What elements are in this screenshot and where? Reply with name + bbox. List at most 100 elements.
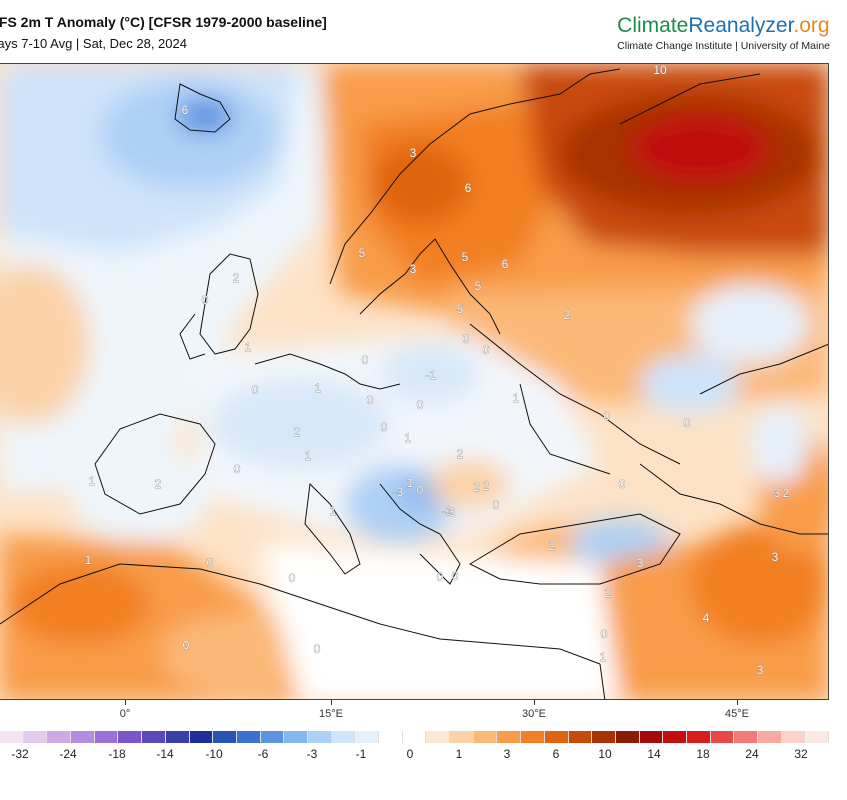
contour-label: 0	[684, 416, 691, 430]
contour-label: -3	[445, 505, 456, 519]
contour-label: 0	[437, 570, 444, 584]
contour-label: 1	[405, 431, 412, 445]
contour-label: 3	[410, 262, 417, 276]
colorbar-cell	[639, 731, 664, 743]
longitude-label: 45°E	[725, 708, 749, 720]
contour-label: 2	[783, 486, 790, 500]
contour-label: 10	[653, 64, 667, 77]
contour-label: 2	[294, 425, 301, 439]
colorbar-cell	[473, 731, 498, 743]
contour-label: 0	[367, 393, 374, 407]
map-subtitle: Days 7-10 Avg | Sat, Dec 28, 2024	[0, 36, 187, 51]
contour-label: 0	[601, 627, 608, 641]
colorbar-label: 6	[552, 747, 560, 761]
contour-label: 1	[513, 391, 520, 405]
contour-label: 0	[314, 642, 321, 656]
colorbar-cell	[331, 731, 356, 743]
colorbar-label: 10	[598, 747, 612, 761]
colorbar-cell	[23, 731, 48, 743]
longitude-tick	[737, 700, 738, 705]
colorbar-cell	[686, 731, 711, 743]
contour-label: 2	[564, 308, 571, 322]
contour-label: 0	[417, 398, 424, 412]
contour-label: -1	[426, 368, 437, 382]
contour-label: 5	[457, 302, 464, 316]
colorbar-cell	[734, 731, 758, 743]
contour-label: 0	[183, 638, 190, 652]
colorbar-cell	[71, 731, 95, 743]
brand-name-part1: Climate	[617, 14, 689, 37]
colorbar-cell	[805, 731, 830, 743]
contour-label: 0	[417, 483, 424, 497]
colorbar-label: 14	[647, 747, 661, 761]
contour-label: 5	[359, 246, 366, 260]
colorbar-cell	[0, 731, 24, 743]
contour-label: 2	[457, 447, 464, 461]
colorbar-cell	[544, 731, 569, 743]
contour-label: 1	[85, 553, 92, 567]
anomaly-field	[0, 64, 828, 699]
brand-logo[interactable]: ClimateReanalyzer.org Climate Change Ins…	[617, 14, 830, 52]
coastlines	[0, 68, 828, 699]
colorbar-label: -3	[306, 747, 318, 761]
brand-name: ClimateReanalyzer.org	[617, 14, 830, 38]
contour-label: 2	[605, 586, 612, 600]
colorbar-cell	[663, 731, 687, 743]
anomaly-map: 6 10 3 6 5 3 5 6 5 5 0 2 0 2 1 0 0 1 -1 0 1 0 0 1 2 1 0 0 2 1 0 2 1 0 -3 2-…	[0, 63, 829, 700]
contour-label: 1	[330, 504, 337, 518]
colorbar-label: 24	[745, 747, 759, 761]
contour-label: 6	[465, 181, 472, 195]
colorbar-label: -14	[156, 747, 174, 761]
colorbar-label: -32	[11, 747, 29, 761]
colorbar-cell	[568, 731, 593, 743]
colorbar-cell	[497, 731, 522, 743]
contour-label: 0	[381, 420, 388, 434]
contour-label: 0	[252, 383, 259, 397]
contour-label: 6	[182, 103, 189, 117]
contour-label: 3	[774, 486, 781, 500]
colorbar-label: 18	[696, 747, 710, 761]
contour-label: 0	[463, 332, 470, 346]
longitude-axis: 0° 15°E 30°E 45°E	[0, 700, 847, 724]
colorbar-cell	[758, 731, 782, 743]
colorbar-label: -1	[355, 747, 367, 761]
contour-label: 0	[619, 477, 626, 491]
colorbar-labels: -32 -24 -18 -14 -10 -6 -3 -1 0 1 3 6 10 14 18 24 32	[0, 747, 847, 767]
contour-label: 5	[462, 250, 469, 264]
brand-name-part2: Reanalyzer	[688, 14, 794, 37]
contour-label: 0	[483, 343, 490, 357]
longitude-tick	[534, 700, 535, 705]
contour-label: 3	[772, 550, 779, 564]
colorbar-label: -24	[59, 747, 77, 761]
contour-label: 1	[407, 476, 414, 490]
colorbar-cell	[94, 731, 119, 743]
contour-label: 3	[757, 663, 764, 677]
contour-label: 6	[502, 257, 509, 271]
contour-label: 0	[604, 409, 611, 423]
contour-label: 5	[475, 279, 482, 293]
longitude-label: 15°E	[319, 708, 343, 720]
colorbar	[0, 731, 830, 743]
contour-label: 0	[362, 353, 369, 367]
brand-subtitle: Climate Change Institute | University of…	[617, 40, 830, 52]
colorbar-cell	[402, 731, 427, 743]
colorbar-label: 0	[406, 747, 414, 761]
contour-label: 0	[289, 571, 296, 585]
contour-label: 2	[474, 480, 481, 494]
colorbar-cell	[189, 731, 214, 743]
colorbar-cell	[450, 731, 474, 743]
contour-label: 1	[600, 650, 607, 664]
colorbar-label: -18	[108, 747, 126, 761]
contour-label: -1	[442, 504, 453, 518]
brand-name-part3: .org	[793, 14, 830, 37]
colorbar-cell	[592, 731, 616, 743]
contour-label: 1	[305, 449, 312, 463]
colorbar-label: 1	[455, 747, 463, 761]
colorbar-label: -10	[205, 747, 223, 761]
colorbar-cell	[710, 731, 735, 743]
colorbar-label: 32	[794, 747, 808, 761]
colorbar-cell	[213, 731, 237, 743]
colorbar-cell	[284, 731, 308, 743]
